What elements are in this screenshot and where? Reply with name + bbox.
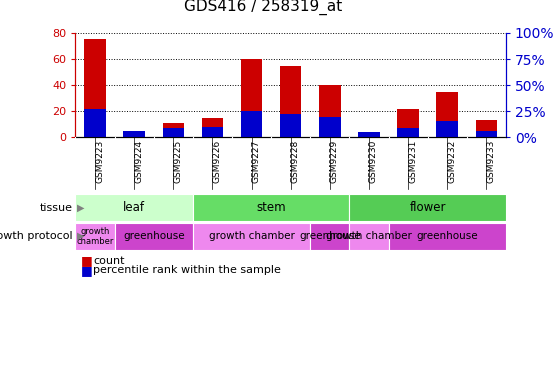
Bar bbox=[202, 127, 223, 137]
Bar bbox=[84, 109, 106, 137]
Text: ▶: ▶ bbox=[77, 203, 84, 213]
Bar bbox=[397, 128, 419, 137]
Bar bbox=[193, 223, 310, 250]
Bar bbox=[193, 194, 349, 221]
Bar bbox=[280, 114, 301, 137]
Bar bbox=[349, 223, 389, 250]
Text: GSM9225: GSM9225 bbox=[173, 140, 182, 183]
Bar bbox=[437, 120, 458, 137]
Bar bbox=[319, 117, 340, 137]
Text: tissue: tissue bbox=[40, 203, 73, 213]
Bar bbox=[241, 111, 262, 137]
Bar bbox=[437, 92, 458, 137]
Bar bbox=[397, 109, 419, 137]
Bar bbox=[358, 132, 380, 137]
Text: ▶: ▶ bbox=[77, 231, 84, 241]
Text: growth chamber: growth chamber bbox=[326, 231, 412, 241]
Bar bbox=[476, 120, 497, 137]
Bar bbox=[202, 118, 223, 137]
Bar bbox=[310, 223, 349, 250]
Bar bbox=[476, 131, 497, 137]
Text: GDS416 / 258319_at: GDS416 / 258319_at bbox=[183, 0, 342, 15]
Text: GSM9223: GSM9223 bbox=[95, 140, 104, 183]
Text: percentile rank within the sample: percentile rank within the sample bbox=[93, 265, 281, 275]
Text: GSM9233: GSM9233 bbox=[486, 140, 495, 183]
Text: leaf: leaf bbox=[123, 201, 145, 214]
Bar bbox=[84, 40, 106, 137]
Text: greenhouse: greenhouse bbox=[416, 231, 478, 241]
Bar bbox=[124, 131, 145, 137]
Text: GSM9228: GSM9228 bbox=[291, 140, 300, 183]
Text: GSM9232: GSM9232 bbox=[447, 140, 456, 183]
Text: count: count bbox=[93, 256, 125, 266]
Text: GSM9231: GSM9231 bbox=[408, 140, 417, 183]
Text: growth protocol: growth protocol bbox=[0, 231, 73, 241]
Text: greenhouse: greenhouse bbox=[123, 231, 184, 241]
Text: GSM9229: GSM9229 bbox=[330, 140, 339, 183]
Text: GSM9227: GSM9227 bbox=[252, 140, 260, 183]
Text: stem: stem bbox=[257, 201, 286, 214]
Text: greenhouse: greenhouse bbox=[299, 231, 361, 241]
Bar bbox=[163, 123, 184, 137]
Bar bbox=[280, 66, 301, 137]
Bar bbox=[319, 85, 340, 137]
Text: GSM9230: GSM9230 bbox=[369, 140, 378, 183]
Bar bbox=[163, 128, 184, 137]
Bar bbox=[241, 59, 262, 137]
Bar bbox=[349, 194, 506, 221]
Text: flower: flower bbox=[409, 201, 446, 214]
Bar bbox=[358, 133, 380, 137]
Text: growth chamber: growth chamber bbox=[209, 231, 295, 241]
Bar bbox=[124, 131, 145, 137]
Text: GSM9224: GSM9224 bbox=[134, 140, 143, 183]
Text: growth
chamber: growth chamber bbox=[77, 227, 113, 246]
Text: ■: ■ bbox=[81, 254, 93, 268]
Bar bbox=[75, 194, 193, 221]
Text: GSM9226: GSM9226 bbox=[212, 140, 221, 183]
Bar bbox=[115, 223, 193, 250]
Text: ■: ■ bbox=[81, 264, 93, 277]
Bar bbox=[389, 223, 506, 250]
Bar bbox=[75, 223, 115, 250]
